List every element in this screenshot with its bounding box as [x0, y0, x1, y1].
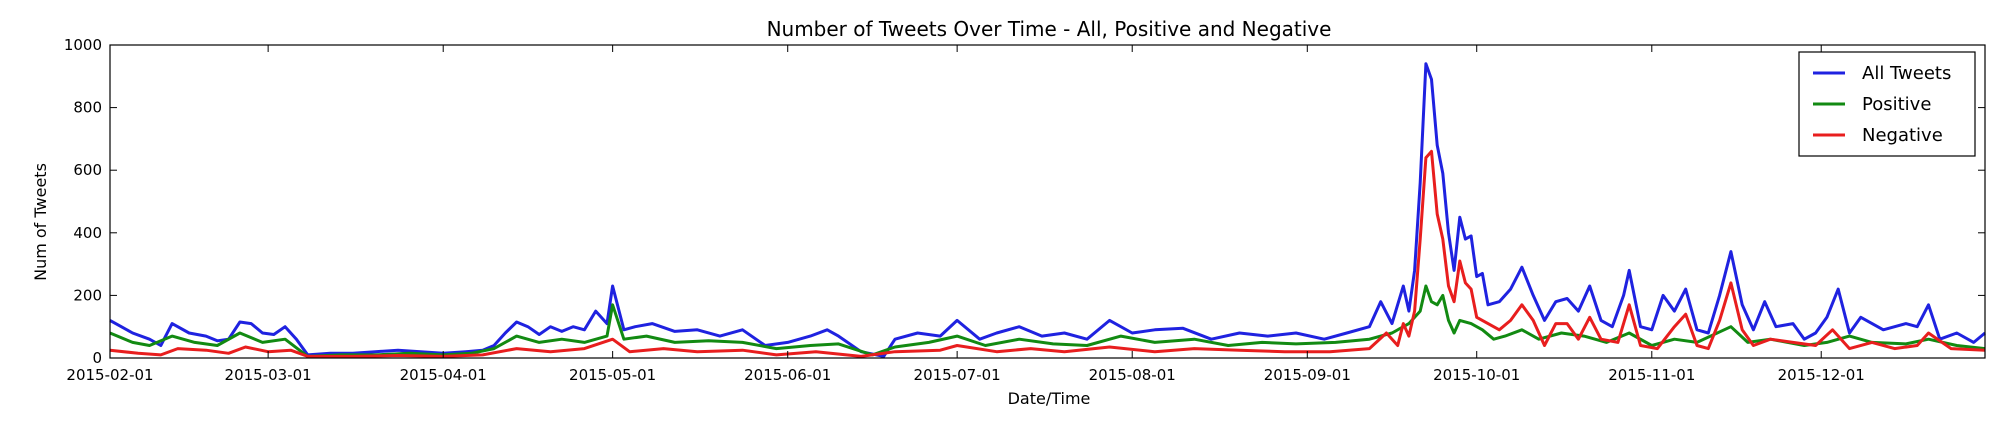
- plot-frame: [109, 44, 1986, 359]
- x-tick-label: 2015-02-01: [66, 366, 153, 384]
- x-tick-label: 2015-11-01: [1608, 366, 1695, 384]
- x-tick-label: 2015-03-01: [225, 366, 312, 384]
- x-tick-label: 2015-04-01: [400, 366, 487, 384]
- y-tick-label: 200: [73, 286, 102, 304]
- axis-layer: 0 200 400 600 800 1000 2015-02-01 2015-03-01 201…: [64, 36, 1986, 384]
- legend-label-all-tweets: All Tweets: [1862, 63, 1951, 84]
- x-tick-label: 2015-10-01: [1433, 366, 1520, 384]
- y-tick-label: 1000: [64, 36, 102, 54]
- x-axis-label: Date/Time: [1008, 389, 1091, 408]
- legend-label-positive: Positive: [1862, 94, 1931, 115]
- y-tick-label: 400: [73, 224, 102, 242]
- y-tick-label: 0: [92, 349, 102, 367]
- series-line-negative: [109, 149, 1986, 358]
- x-tick-label: 2015-08-01: [1089, 366, 1176, 384]
- legend-label-negative: Negative: [1862, 125, 1943, 146]
- series-layer: [109, 62, 1986, 358]
- series-line-all-tweets: [109, 62, 1986, 358]
- x-tick-label: 2015-09-01: [1264, 366, 1351, 384]
- y-tick-label: 800: [73, 99, 102, 117]
- series-line-positive: [109, 284, 1986, 358]
- y-axis-label: Num of Tweets: [31, 163, 50, 281]
- legend: All Tweets Positive Negative: [1798, 51, 1976, 157]
- y-tick-label: 600: [73, 161, 102, 179]
- x-tick-label: 2015-05-01: [569, 366, 656, 384]
- x-tick-label: 2015-07-01: [914, 366, 1001, 384]
- chart-title: Number of Tweets Over Time - All, Positi…: [767, 17, 1332, 41]
- x-tick-label: 2015-12-01: [1778, 366, 1865, 384]
- x-tick-label: 2015-06-01: [744, 366, 831, 384]
